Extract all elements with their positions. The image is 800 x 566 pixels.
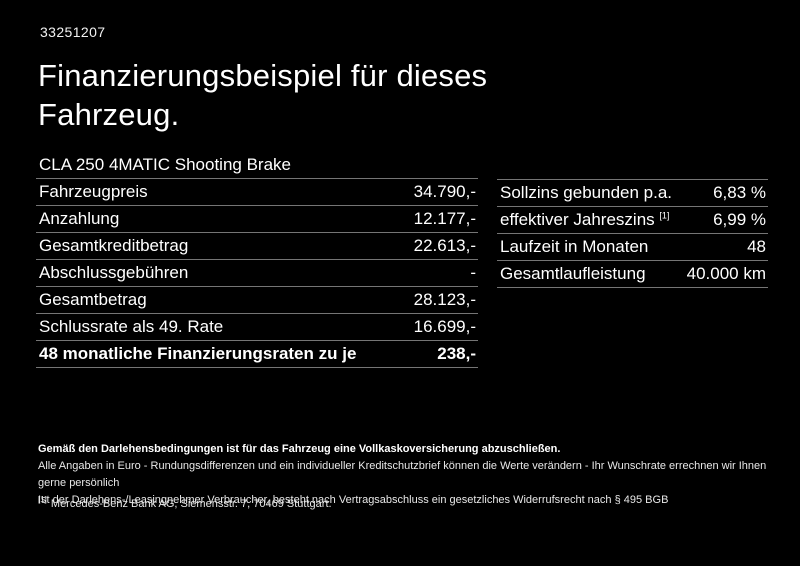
row-label: effektiver Jahreszins [1] [497,210,669,230]
row-label: Abschlussgebühren [39,263,189,282]
row-label: Sollzins gebunden p.a. [500,183,673,202]
table-row-laufzeit: Laufzeit in Monaten 48 [497,234,768,261]
table-row-gesamtkreditbetrag: Gesamtkreditbetrag 22.613,- [36,233,478,260]
table-row-gesamtbetrag: Gesamtbetrag 28.123,- [36,287,478,314]
row-label: Gesamtlaufleistung [500,264,646,283]
vehicle-model: CLA 250 4MATIC Shooting Brake [39,155,291,174]
footnote-text: Mercedes-Benz Bank AG, Siemensstr. 7, 70… [50,498,332,510]
row-value: 238,- [437,344,476,363]
page-title-line-2: Fahrzeug. [38,97,180,132]
footnote-bank: [1] Mercedes-Benz Bank AG, Siemensstr. 7,… [38,495,332,510]
row-label: Schlussrate als 49. Rate [39,317,224,336]
row-value: 40.000 km [686,264,766,283]
table-row-monatsrate: 48 monatliche Finanzierungsraten zu je 2… [36,341,478,368]
row-label: Gesamtkreditbetrag [39,236,189,255]
financing-table: CLA 250 4MATIC Shooting Brake Fahrzeugpr… [36,152,478,368]
row-label: 48 monatliche Finanzierungsraten zu je [39,344,357,363]
table-row-effektiver-jahreszins: effektiver Jahreszins [1] 6,99 % [497,207,768,234]
conditions-table: Sollzins gebunden p.a. 6,83 % effektiver… [497,179,768,288]
footer-notes: Gemäß den Darlehensbedingungen ist für d… [38,441,768,509]
page-title: Finanzierungsbeispiel für dieses Fahrzeu… [38,56,487,134]
table-row-sollzins: Sollzins gebunden p.a. 6,83 % [497,180,768,207]
document-id: 33251207 [40,24,106,40]
table-row-fahrzeugpreis: Fahrzeugpreis 34.790,- [36,179,478,206]
row-value: 16.699,- [413,317,476,336]
page-title-line-1: Finanzierungsbeispiel für dieses [38,58,488,93]
table-row-schlussrate: Schlussrate als 49. Rate 16.699,- [36,314,478,341]
row-label: Gesamtbetrag [39,290,147,309]
row-label-text: effektiver Jahreszins [500,210,655,229]
footnote-marker: [1] [659,210,670,221]
row-value: 22.613,- [413,236,476,255]
vehicle-model-row: CLA 250 4MATIC Shooting Brake [36,152,478,179]
footnote-marker: [1] [38,495,47,505]
row-label: Laufzeit in Monaten [500,237,649,256]
footer-note-disclaimer: Alle Angaben in Euro - Rundungsdifferenz… [38,460,767,489]
row-value: 12.177,- [413,209,476,228]
row-value: - [470,263,476,282]
row-label: Fahrzeugpreis [39,182,148,201]
table-row-anzahlung: Anzahlung 12.177,- [36,206,478,233]
table-row-gesamtlaufleistung: Gesamtlaufleistung 40.000 km [497,261,768,288]
row-value: 48 [747,237,766,256]
row-value: 6,99 % [713,210,766,229]
table-row-abschlussgebuehren: Abschlussgebühren - [36,260,478,287]
row-value: 6,83 % [713,183,766,202]
row-value: 34.790,- [413,182,476,201]
row-value: 28.123,- [413,290,476,309]
row-label: Anzahlung [39,209,120,228]
footer-note-legal: Ist der Darlehens-/Leasingnehmer Verbrau… [38,494,669,506]
footer-note-insurance: Gemäß den Darlehensbedingungen ist für d… [38,443,561,455]
